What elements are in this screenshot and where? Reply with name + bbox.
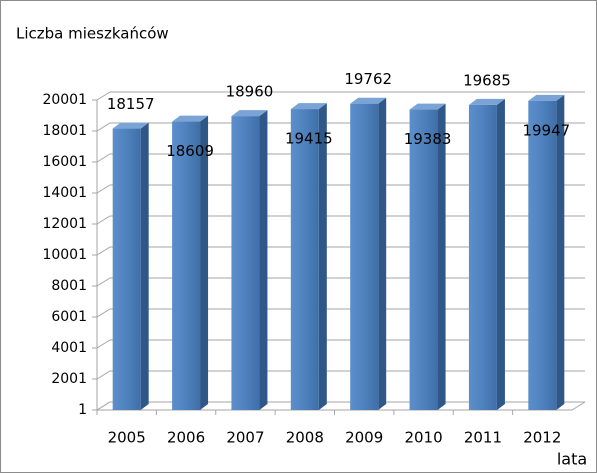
y-tick-label: 4001 — [51, 340, 87, 356]
y-tick-label: 20001 — [42, 92, 87, 108]
x-tick-label: 2010 — [404, 429, 442, 447]
bar-side — [496, 98, 505, 410]
bar-top — [409, 103, 446, 110]
y-tick-label: 14001 — [42, 185, 87, 201]
bar-top — [468, 98, 505, 105]
data-label: 19383 — [404, 130, 452, 148]
bar-front — [468, 104, 497, 410]
bar — [528, 94, 565, 410]
y-tick-label: 12001 — [42, 216, 87, 232]
data-label: 18609 — [166, 142, 214, 160]
bar — [468, 98, 505, 410]
y-tick-label: 6001 — [51, 309, 87, 325]
bar — [290, 103, 327, 410]
bar — [112, 122, 149, 410]
bar-top — [231, 110, 268, 117]
x-tick-label: 2009 — [345, 429, 383, 447]
bar-front — [528, 100, 557, 410]
bar-side — [437, 103, 446, 410]
bar-top — [350, 97, 387, 104]
data-label: 18960 — [226, 83, 274, 101]
x-tick-label: 2012 — [523, 429, 561, 447]
bar-side — [259, 110, 268, 410]
chart-title: Liczba mieszkańców — [16, 25, 169, 43]
bar-top — [528, 94, 565, 101]
bar — [231, 110, 268, 410]
bar-side — [556, 94, 565, 410]
bar-front — [290, 109, 319, 410]
x-tick-label: 2011 — [464, 429, 502, 447]
bar — [409, 103, 446, 410]
bar-side — [200, 115, 209, 411]
bar-front — [231, 116, 260, 410]
bar-front — [112, 128, 141, 410]
bar-top — [290, 103, 327, 110]
bar-side — [318, 103, 327, 410]
x-tick-label: 2006 — [167, 429, 205, 447]
data-label: 18157 — [107, 95, 155, 113]
x-tick-label: 2005 — [108, 429, 146, 447]
y-tick-label: 1 — [78, 402, 87, 418]
y-tick-label: 16001 — [42, 154, 87, 170]
grid-line — [96, 91, 585, 101]
x-tick-label: 2007 — [226, 429, 264, 447]
bar — [350, 97, 387, 410]
bar — [172, 115, 209, 411]
data-label: 19415 — [285, 130, 333, 148]
data-label: 19947 — [522, 121, 570, 139]
bar-side — [378, 97, 387, 410]
bar-front — [350, 103, 379, 410]
bar-top — [112, 122, 149, 129]
bar-front — [409, 109, 438, 410]
data-label: 19762 — [344, 70, 392, 88]
x-tick-label: 2008 — [286, 429, 324, 447]
x-axis-label: lata — [557, 450, 587, 469]
y-tick-label: 2001 — [51, 371, 87, 387]
bar-front — [172, 121, 201, 411]
bar-side — [140, 122, 149, 410]
y-tick-label: 10001 — [42, 247, 87, 263]
bar-top — [172, 115, 209, 122]
y-tick-label: 18001 — [42, 123, 87, 139]
data-label: 19685 — [463, 71, 511, 89]
y-tick-label: 8001 — [51, 278, 87, 294]
